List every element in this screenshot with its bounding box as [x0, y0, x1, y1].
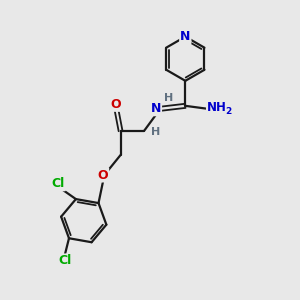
Text: Cl: Cl	[58, 254, 71, 267]
Text: Cl: Cl	[52, 177, 65, 190]
Text: H: H	[164, 93, 173, 103]
Text: NH: NH	[207, 101, 227, 114]
Text: N: N	[180, 30, 190, 43]
Text: H: H	[151, 127, 160, 137]
Text: O: O	[111, 98, 122, 111]
Text: 2: 2	[226, 107, 232, 116]
Text: N: N	[151, 102, 161, 115]
Text: O: O	[98, 169, 108, 182]
